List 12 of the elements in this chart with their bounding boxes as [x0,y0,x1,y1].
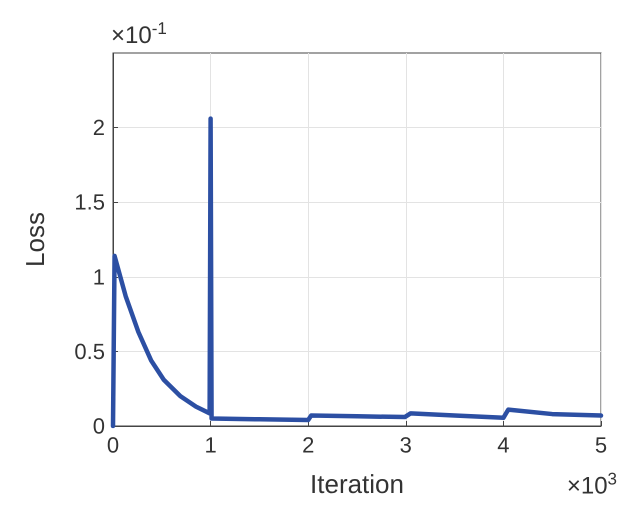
x-tick-label: 4 [497,432,510,458]
y-tick-label: 0 [92,414,105,438]
x-tick-label: 3 [400,432,412,458]
x-axis-title: Iteration [310,469,404,499]
x-tick-label: 1 [204,432,217,458]
y-tick-label: 1 [92,264,105,290]
x-tick-label: 5 [594,432,608,458]
y-tick-label: 2 [92,115,105,140]
x-tick-label: 2 [302,432,314,458]
y-tick-label: 1.5 [74,190,105,215]
y-tick-label: 0.5 [74,338,105,364]
y-axis-title: Loss [20,212,50,267]
